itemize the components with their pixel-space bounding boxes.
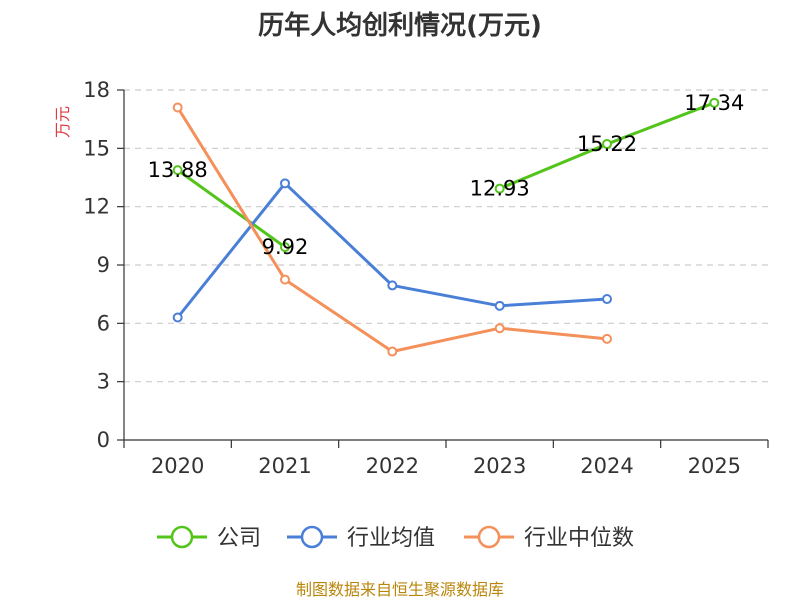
gridlines xyxy=(124,89,768,383)
x-tick-labels: 2020 2021 2022 2023 2024 2025 xyxy=(151,454,741,478)
y-tick-label-0: 0 xyxy=(97,428,110,452)
point-industry-mean-2022 xyxy=(387,280,398,291)
legend: 公司 行业均值 行业中位数 xyxy=(157,525,634,551)
point-company-2020 xyxy=(172,165,183,176)
data-label-company-2025: 17.34 xyxy=(684,91,744,115)
line-industry-mean-0 xyxy=(176,181,608,319)
legend-label-industry-mean: 行业均值 xyxy=(347,526,435,551)
point-company-2021 xyxy=(280,242,290,253)
legend-marker-company xyxy=(170,525,194,549)
axes xyxy=(117,89,769,448)
point-company-2023 xyxy=(494,183,505,194)
legend-marker-industry-mean xyxy=(300,525,324,549)
data-label-company-2021: 9.92 xyxy=(262,235,309,259)
x-tick-label-2024: 2024 xyxy=(580,454,633,478)
x-tick-label-2023: 2023 xyxy=(473,454,526,478)
line-industry-median-0 xyxy=(176,106,608,354)
y-tick-labels: 0 3 6 9 12 15 18 xyxy=(83,78,110,452)
legend-label-company: 公司 xyxy=(217,526,261,551)
source-note: 制图数据来自恒生聚源数据库 xyxy=(296,580,504,599)
point-industry-median-2024 xyxy=(602,333,612,344)
x-tick-label-2022: 2022 xyxy=(366,454,419,478)
y-axis-label: 万元 xyxy=(53,106,72,138)
data-labels: 13.88 9.92 12.93 15.22 17.34 xyxy=(148,91,745,259)
y-tick-label-15: 15 xyxy=(83,136,110,160)
y-tick-label-3: 3 xyxy=(97,370,110,394)
point-company-2025 xyxy=(709,97,720,108)
point-industry-median-2021 xyxy=(280,274,290,285)
x-tick-label-2020: 2020 xyxy=(151,454,204,478)
point-industry-mean-2021 xyxy=(280,178,290,189)
point-company-2024 xyxy=(602,139,612,150)
legend-marker-industry-median xyxy=(477,525,501,549)
y-tick-label-9: 9 xyxy=(97,253,110,277)
y-tick-label-12: 12 xyxy=(83,195,110,219)
x-tick-label-2025: 2025 xyxy=(688,454,741,478)
point-industry-mean-2020 xyxy=(172,312,183,323)
data-label-company-2024: 15.22 xyxy=(577,132,637,156)
y-tick-label-18: 18 xyxy=(83,78,110,102)
legend-label-industry-median: 行业中位数 xyxy=(524,526,634,551)
line-company-0 xyxy=(176,168,286,249)
series-lines xyxy=(172,97,720,357)
point-industry-mean-2024 xyxy=(602,294,612,305)
y-tick-label-6: 6 xyxy=(97,311,110,335)
point-industry-median-2020 xyxy=(172,102,183,113)
chart-title: 历年人均创利情况(万元) xyxy=(258,10,542,41)
point-industry-mean-2023 xyxy=(494,300,505,311)
data-label-company-2023: 12.93 xyxy=(470,177,530,201)
x-tick-label-2021: 2021 xyxy=(258,454,311,478)
data-label-company-2020: 13.88 xyxy=(148,158,208,182)
point-industry-median-2022 xyxy=(387,346,398,357)
point-industry-median-2023 xyxy=(494,323,505,334)
